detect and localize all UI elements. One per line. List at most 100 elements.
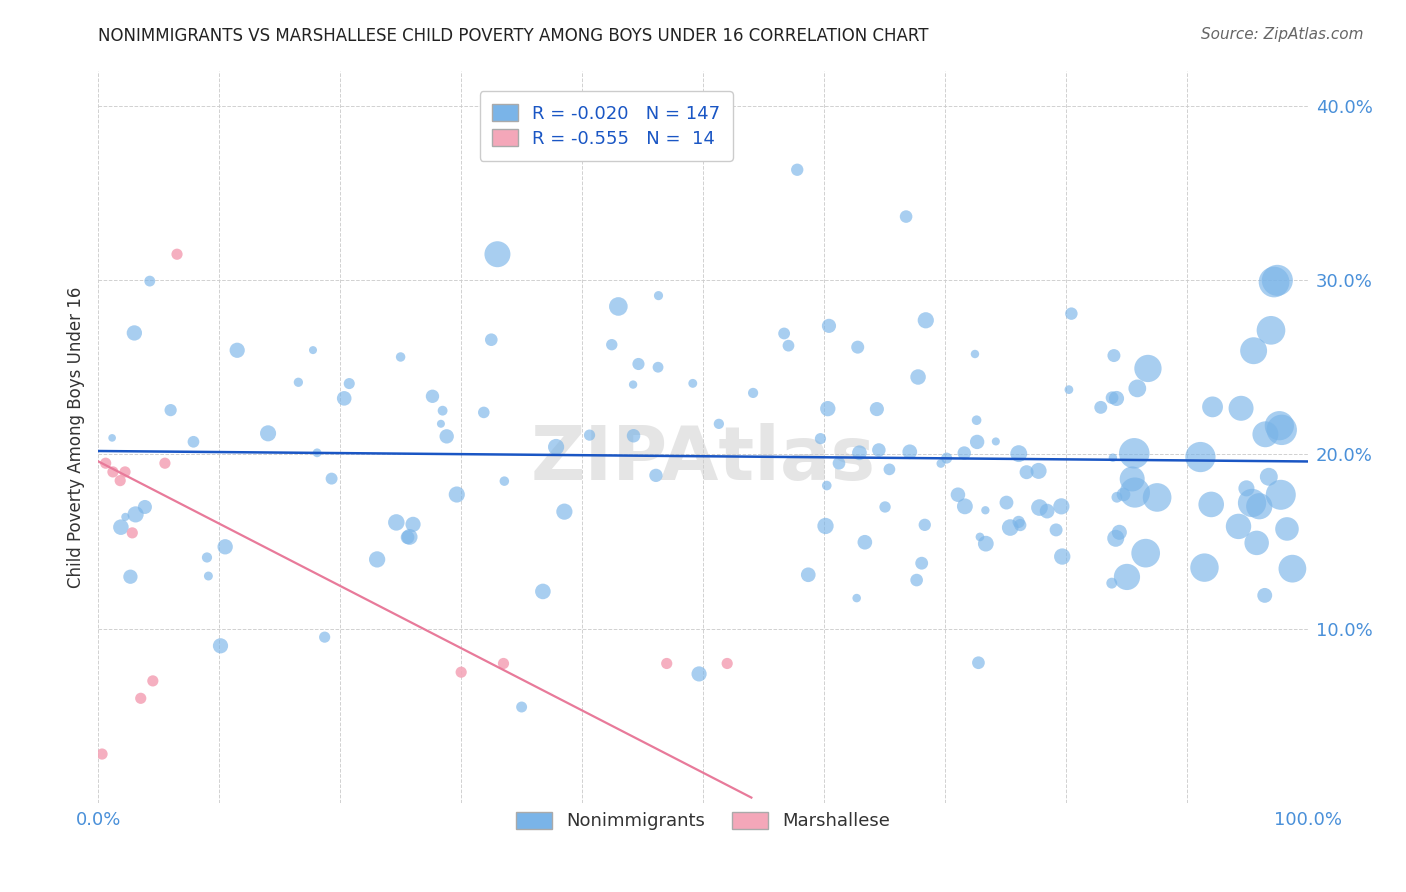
Point <box>974 536 997 550</box>
Point <box>621 377 644 392</box>
Point <box>607 300 630 314</box>
Point <box>257 426 280 441</box>
Point <box>436 429 458 443</box>
Point <box>742 386 765 401</box>
Point <box>682 376 704 391</box>
Point <box>510 700 533 714</box>
Point <box>153 456 176 470</box>
Point <box>1257 470 1279 484</box>
Point <box>333 392 356 406</box>
Point <box>124 508 146 522</box>
Point <box>866 402 889 417</box>
Point <box>1263 275 1285 289</box>
Point <box>1275 522 1298 536</box>
Point <box>1246 536 1268 550</box>
Point <box>688 667 710 681</box>
Point <box>966 413 988 427</box>
Point <box>1015 465 1038 479</box>
Point <box>1194 560 1216 574</box>
Point <box>385 516 408 530</box>
Point <box>430 417 453 431</box>
Point <box>914 313 936 327</box>
Point <box>446 487 468 501</box>
Point <box>969 530 991 544</box>
Point <box>1057 383 1080 397</box>
Point <box>1227 519 1250 533</box>
Point <box>1105 531 1128 545</box>
Point <box>655 657 678 671</box>
Point <box>817 401 839 416</box>
Point <box>94 456 117 470</box>
Point <box>1254 588 1277 602</box>
Text: Source: ZipAtlas.com: Source: ZipAtlas.com <box>1201 27 1364 42</box>
Point <box>600 337 623 351</box>
Point <box>101 465 124 479</box>
Point <box>911 556 934 570</box>
Point <box>114 509 136 524</box>
Point <box>121 525 143 540</box>
Point <box>967 656 990 670</box>
Point <box>494 474 516 488</box>
Point <box>848 446 870 460</box>
Point <box>818 318 841 333</box>
Text: ZIPAtlas: ZIPAtlas <box>530 423 876 496</box>
Point <box>479 333 502 347</box>
Point <box>929 457 952 471</box>
Point <box>1090 401 1112 415</box>
Point <box>1028 500 1050 515</box>
Point <box>974 503 997 517</box>
Point <box>432 403 454 417</box>
Point <box>1243 343 1265 358</box>
Point <box>321 472 343 486</box>
Point <box>398 530 420 544</box>
Point <box>1271 423 1294 437</box>
Point <box>716 657 738 671</box>
Point <box>1008 447 1031 461</box>
Point <box>1116 570 1139 584</box>
Point <box>1189 450 1212 464</box>
Point <box>1201 400 1223 414</box>
Point <box>773 326 796 341</box>
Point <box>195 550 218 565</box>
Point <box>1028 464 1050 478</box>
Point <box>797 567 820 582</box>
Point <box>786 162 808 177</box>
Point <box>1230 401 1253 416</box>
Point <box>905 573 928 587</box>
Point <box>366 552 388 566</box>
Point <box>486 247 509 261</box>
Point <box>953 500 976 514</box>
Point <box>578 428 600 442</box>
Point <box>846 340 869 354</box>
Point <box>627 357 650 371</box>
Point <box>1241 496 1264 510</box>
Point <box>209 639 232 653</box>
Point <box>450 665 472 680</box>
Legend: Nonimmigrants, Marshallese: Nonimmigrants, Marshallese <box>509 805 897 838</box>
Point <box>422 389 444 403</box>
Point <box>531 584 554 599</box>
Point <box>647 288 669 302</box>
Point <box>853 535 876 549</box>
Point <box>214 540 236 554</box>
Point <box>778 339 800 353</box>
Point <box>553 505 575 519</box>
Y-axis label: Child Poverty Among Boys Under 16: Child Poverty Among Boys Under 16 <box>66 286 84 588</box>
Point <box>1105 490 1128 504</box>
Point <box>1199 498 1222 512</box>
Point <box>815 478 838 492</box>
Point <box>1102 450 1125 465</box>
Point <box>1270 488 1292 502</box>
Point <box>1052 549 1074 564</box>
Point <box>814 519 837 533</box>
Point <box>166 247 188 261</box>
Point <box>287 376 309 390</box>
Point <box>946 488 969 502</box>
Point <box>129 691 152 706</box>
Point <box>1121 472 1143 486</box>
Point <box>935 451 957 466</box>
Point <box>1146 491 1168 505</box>
Point <box>1102 349 1125 363</box>
Point <box>707 417 730 431</box>
Point <box>1260 323 1282 337</box>
